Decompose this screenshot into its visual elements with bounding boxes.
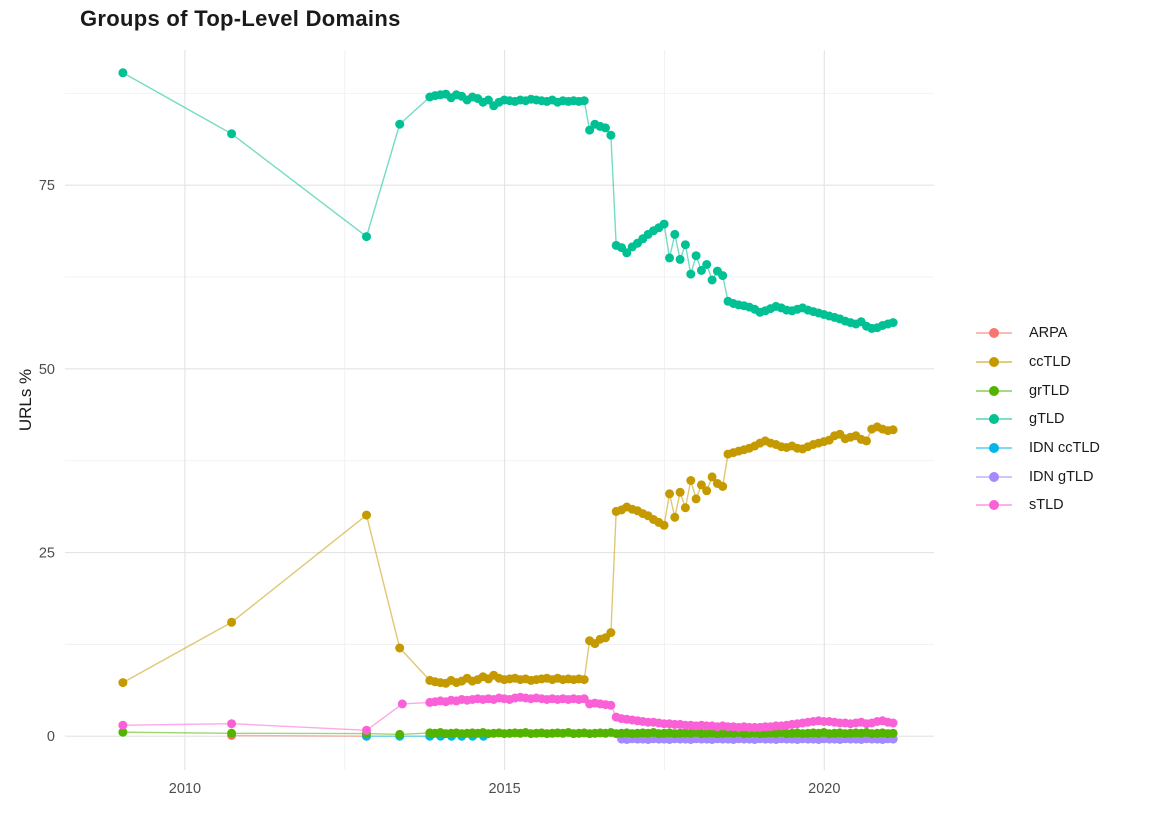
series-cctld: [118, 422, 898, 688]
legend-key-idn-cctld-icon: [976, 441, 1012, 455]
legend-item-arpa: ARPA: [976, 319, 1100, 348]
legend-key-cctld-icon: [976, 355, 1012, 369]
chart-title: Groups of Top-Level Domains: [80, 6, 401, 31]
legend-item-gtld: gTLD: [976, 405, 1100, 434]
y-tick-label: 50: [39, 362, 55, 378]
legend-label: IDN ccTLD: [1029, 440, 1100, 457]
legend-key-gtld-icon: [976, 412, 1012, 426]
legend-label: gTLD: [1029, 411, 1065, 428]
series-stld: [118, 692, 898, 735]
legend-label: ccTLD: [1029, 354, 1071, 371]
y-tick-label: 25: [39, 546, 55, 562]
legend-label: grTLD: [1029, 382, 1070, 399]
x-tick-label: 2015: [488, 781, 520, 797]
legend-item-stld: sTLD: [976, 491, 1100, 520]
legend-key-idn-gtld-icon: [976, 470, 1012, 484]
legend-key-grtld-icon: [976, 384, 1012, 398]
legend-key-stld-icon: [976, 498, 1012, 512]
legend-label: sTLD: [1029, 497, 1064, 514]
legend-key-arpa-icon: [976, 326, 1012, 340]
legend-label: ARPA: [1029, 325, 1068, 342]
x-tick-label: 2020: [808, 781, 840, 797]
y-tick-label: 0: [47, 729, 55, 745]
legend: ARPA ccTLD grTLD gTLD IDN ccTLD IDN gTLD sTLD: [976, 319, 1100, 520]
grid-major: [65, 50, 934, 770]
legend-label: IDN gTLD: [1029, 468, 1094, 485]
x-tick-label: 2010: [169, 781, 201, 797]
grid-minor: [65, 50, 934, 770]
y-tick-label: 75: [39, 178, 55, 194]
axis-tick-labels: 0 25 50 75 2010 2015 2020: [39, 178, 841, 797]
legend-item-grtld: grTLD: [976, 376, 1100, 405]
legend-item-idn-cctld: IDN ccTLD: [976, 434, 1100, 463]
series-gtld: [118, 68, 898, 333]
legend-item-idn-gtld: IDN gTLD: [976, 462, 1100, 491]
series-arpa: [227, 731, 371, 741]
legend-item-cctld: ccTLD: [976, 348, 1100, 377]
